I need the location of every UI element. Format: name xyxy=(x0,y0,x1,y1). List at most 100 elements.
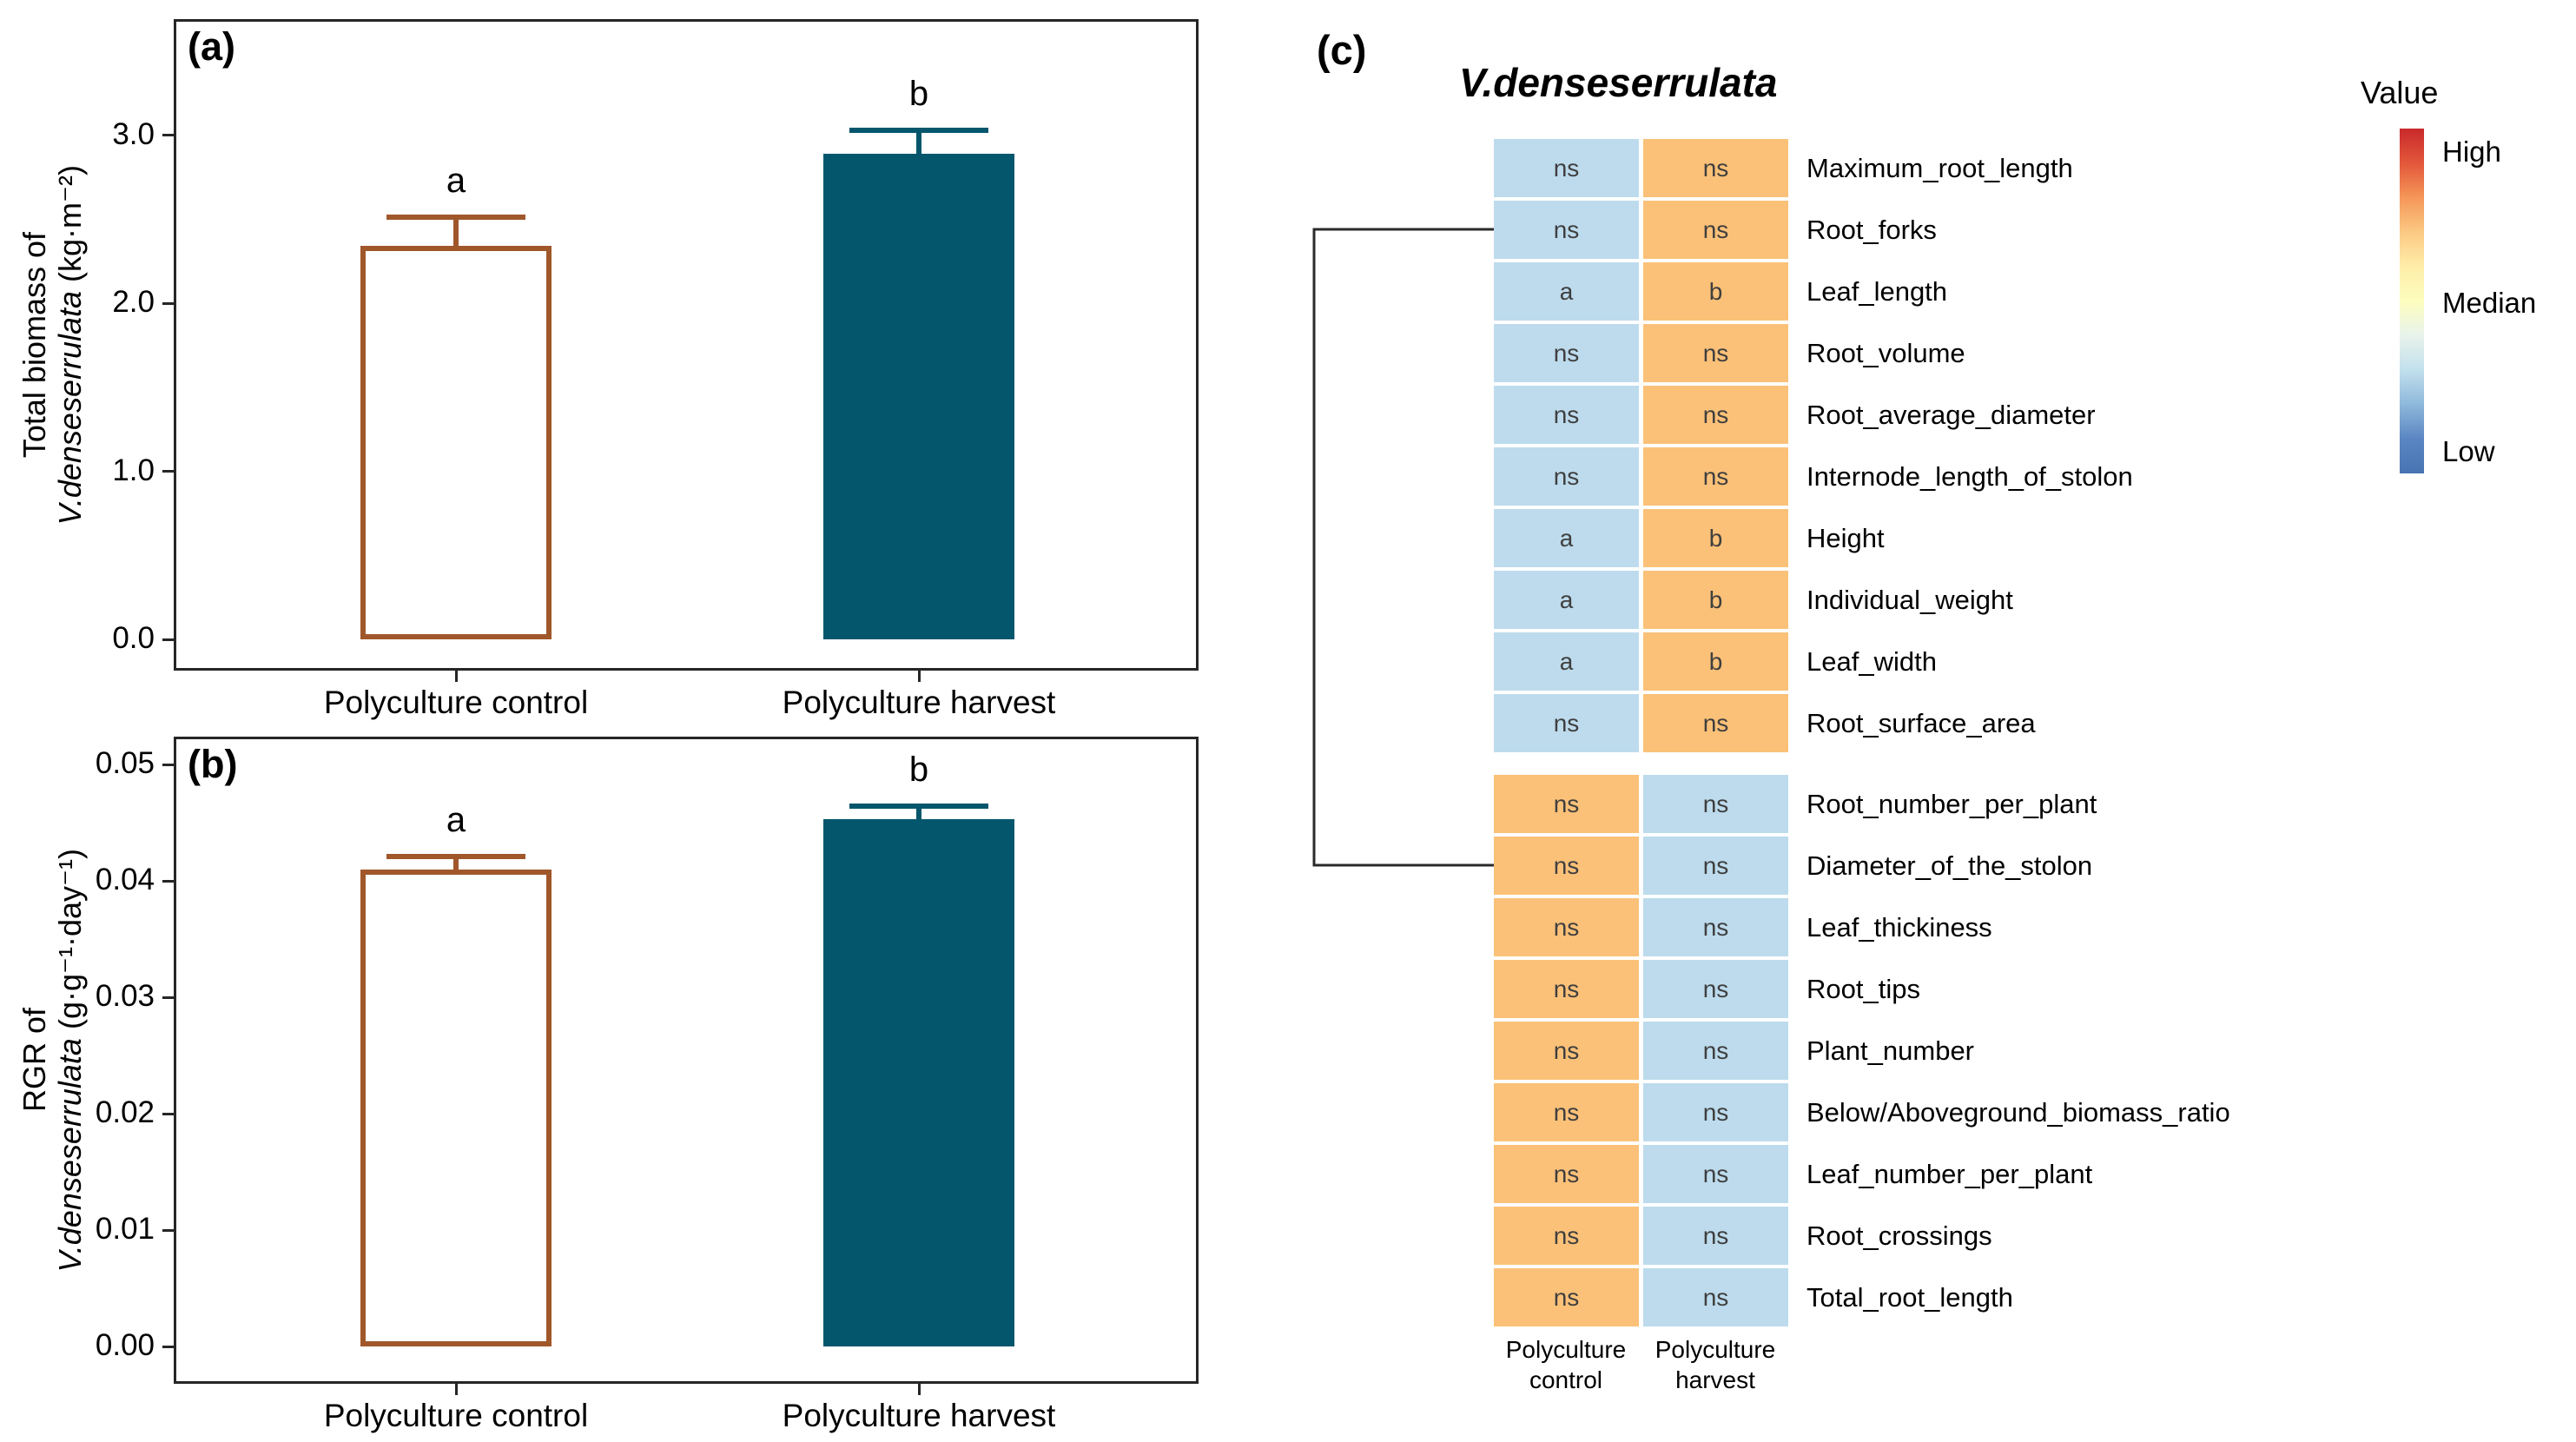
heatmap-row-label: Diameter_of_the_stolon xyxy=(1807,850,2093,881)
heatmap-row-label: Leaf_length xyxy=(1807,275,1948,307)
heatmap-row-label: Below/Aboveground_biomass_ratio xyxy=(1807,1096,2230,1128)
y-tick-label: 0.02 xyxy=(95,1095,155,1130)
y-tick-label: 0.01 xyxy=(95,1212,155,1247)
panel-a-ylabel-units: (kg·m⁻²) xyxy=(52,164,88,291)
significance-letter: b xyxy=(908,751,929,790)
heatmap-cell: ns xyxy=(1643,694,1788,752)
heatmap-cell: ns xyxy=(1643,324,1788,382)
column-label-line1: Polyculture xyxy=(1655,1336,1776,1363)
heatmap-cell: ns xyxy=(1643,1145,1788,1203)
heatmap-cell: ns xyxy=(1643,447,1788,506)
y-tick-label: 0.0 xyxy=(112,621,155,656)
heatmap-title: V.denseserrulata xyxy=(1459,60,1778,105)
heatmap-cell: a xyxy=(1494,632,1639,691)
y-tick-label: 0.04 xyxy=(95,863,155,897)
x-tick-mark xyxy=(454,671,458,682)
y-tick-mark xyxy=(162,996,174,999)
heatmap-row-label: Root_average_diameter xyxy=(1807,399,2096,430)
heatmap-cell: ns xyxy=(1643,386,1788,444)
heatmap-cell: ns xyxy=(1494,960,1639,1018)
column-label-line2: harvest xyxy=(1675,1366,1755,1393)
legend-label-high: High xyxy=(2442,136,2501,168)
heatmap-cell: ns xyxy=(1643,1268,1788,1326)
heatmap-cell: ns xyxy=(1494,1145,1639,1203)
heatmap-row-label: Maximum_root_length xyxy=(1807,152,2073,183)
heatmap-row-label: Root_tips xyxy=(1807,973,1920,1004)
y-tick-mark xyxy=(162,134,174,137)
error-bar-cap xyxy=(849,804,988,810)
x-tick-mark xyxy=(454,1384,458,1395)
panel-a-plot-area xyxy=(174,19,1199,671)
heatmap-row-label: Internode_length_of_stolon xyxy=(1807,460,2133,492)
y-tick-label: 2.0 xyxy=(112,285,155,320)
heatmap-cell: ns xyxy=(1643,1022,1788,1080)
x-tick-label: Polyculture control xyxy=(323,685,589,720)
heatmap-cell: ns xyxy=(1494,694,1639,752)
heatmap-cell: a xyxy=(1494,509,1639,567)
bar-harvest xyxy=(823,819,1014,1347)
heatmap-cell: ns xyxy=(1494,1083,1639,1141)
heatmap-cell: ns xyxy=(1643,837,1788,895)
heatmap-cell: b xyxy=(1643,509,1788,567)
error-bar-stem xyxy=(453,217,459,247)
panel-c-letter: (c) xyxy=(1317,27,1367,73)
heatmap-row-label: Individual_weight xyxy=(1807,584,2013,615)
heatmap-row-label: Root_volume xyxy=(1807,337,1965,368)
heatmap-cell: ns xyxy=(1643,201,1788,259)
panel-b-letter: (b) xyxy=(188,742,238,786)
legend-colorbar xyxy=(2400,129,2424,473)
heatmap-row-label: Plant_number xyxy=(1807,1035,1975,1066)
y-tick-mark xyxy=(162,1112,174,1115)
significance-letter: a xyxy=(446,162,466,201)
legend-title: Value xyxy=(2361,75,2439,110)
heatmap-cell: ns xyxy=(1494,139,1639,197)
panel-a-ylabel-line1: Total biomass of xyxy=(16,231,52,459)
column-label-line1: Polyculture xyxy=(1505,1336,1627,1363)
heatmap-cell: ns xyxy=(1643,898,1788,956)
heatmap-cell: ns xyxy=(1643,1207,1788,1265)
y-tick-mark xyxy=(162,763,174,766)
x-tick-mark xyxy=(917,671,921,682)
y-tick-label: 0.00 xyxy=(95,1328,155,1363)
heatmap-row-label: Root_number_per_plant xyxy=(1807,788,2097,819)
heatmap-row-label: Root_forks xyxy=(1807,214,1937,245)
y-tick-label: 3.0 xyxy=(112,116,155,151)
heatmap-column-label: Polyculture control xyxy=(1470,1334,1661,1395)
legend-label-low: Low xyxy=(2442,435,2495,467)
y-tick-label: 0.05 xyxy=(95,746,155,781)
panel-b-ylabel-line2: V.denseserrulata (g·g⁻¹·day⁻¹) xyxy=(52,849,88,1273)
panel-b-y-axis-label: RGR of V.denseserrulata (g·g⁻¹·day⁻¹) xyxy=(10,737,94,1384)
heatmap-cell: ns xyxy=(1643,775,1788,833)
x-tick-mark xyxy=(917,1384,921,1395)
heatmap-cell: ns xyxy=(1494,1268,1639,1326)
heatmap-cell: ns xyxy=(1643,139,1788,197)
panel-a-letter: (a) xyxy=(188,24,235,69)
heatmap-cell: ns xyxy=(1494,1022,1639,1080)
error-bar-cap xyxy=(386,854,525,859)
heatmap-cell: a xyxy=(1494,262,1639,321)
error-bar-stem xyxy=(916,806,921,820)
heatmap-row-label: Leaf_number_per_plant xyxy=(1807,1158,2093,1189)
y-tick-label: 1.0 xyxy=(112,453,155,487)
y-tick-mark xyxy=(162,301,174,305)
y-tick-mark xyxy=(162,638,174,641)
column-label-line2: control xyxy=(1529,1366,1603,1393)
legend-label-median: Median xyxy=(2442,287,2537,319)
significance-letter: b xyxy=(908,74,929,113)
heatmap-cell: ns xyxy=(1494,775,1639,833)
x-tick-label: Polyculture harvest xyxy=(782,685,1056,720)
heatmap-cell: ns xyxy=(1494,837,1639,895)
heatmap-column-label: Polyculture harvest xyxy=(1620,1334,1811,1395)
error-bar-stem xyxy=(453,857,459,870)
heatmap-cell: ns xyxy=(1494,201,1639,259)
heatmap-row-label: Leaf_width xyxy=(1807,645,1937,677)
x-tick-label: Polyculture control xyxy=(323,1398,589,1433)
heatmap-cell: ns xyxy=(1494,386,1639,444)
error-bar-cap xyxy=(386,215,525,221)
y-tick-mark xyxy=(162,470,174,473)
heatmap-cell: ns xyxy=(1643,1083,1788,1141)
panel-a-ylabel-species: V.denseserrulata xyxy=(52,290,88,526)
heatmap-row-label: Root_surface_area xyxy=(1807,707,2036,738)
heatmap-cell: b xyxy=(1643,262,1788,321)
heatmap-cell: a xyxy=(1494,571,1639,629)
